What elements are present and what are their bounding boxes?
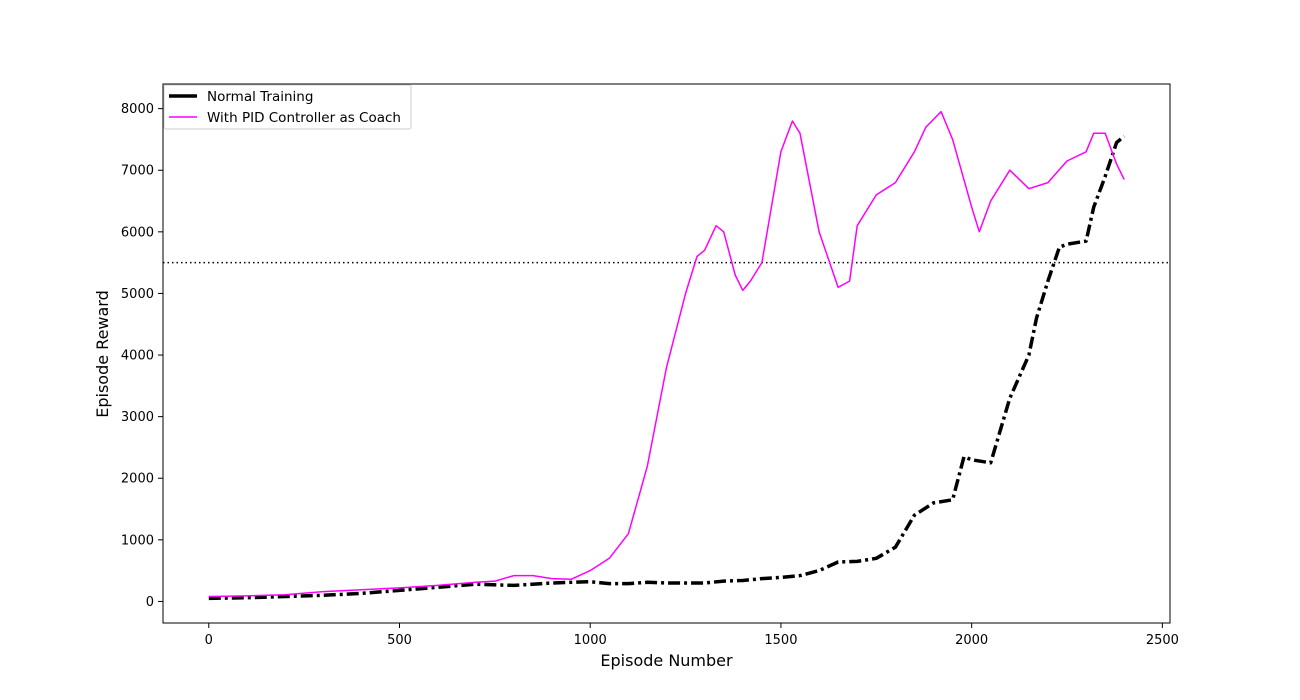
x-tick-label-0: 0 [205, 633, 213, 648]
y-tick-label-4: 4000 [121, 349, 154, 364]
y-tick-label-7: 7000 [121, 164, 154, 179]
x-tick-label-5: 2500 [1146, 633, 1179, 648]
x-axis-title: Episode Number [600, 651, 733, 670]
x-tick-label-3: 1500 [764, 633, 797, 648]
y-tick-label-0: 0 [146, 595, 154, 610]
legend: Normal Training With PID Controller as Co… [163, 84, 412, 130]
y-tick-label-1: 1000 [121, 533, 154, 548]
legend-box [163, 84, 412, 130]
plot-area [163, 110, 1170, 601]
series-line-1 [208, 110, 1125, 598]
y-tick-label-6: 6000 [121, 225, 154, 240]
legend-label-1: With PID Controller as Coach [207, 110, 401, 126]
y-tick-label-8: 8000 [121, 102, 154, 117]
series-line-0 [208, 135, 1126, 601]
x-tick-label-2: 1000 [574, 633, 607, 648]
axis-ticks: 0 500 1000 1500 2000 2500 0 1000 2000 3000 4000 500… [121, 102, 1179, 648]
x-tick-label-4: 2000 [955, 633, 988, 648]
y-tick-label-5: 5000 [121, 287, 154, 302]
x-tick-label-1: 500 [387, 633, 412, 648]
y-tick-label-2: 2000 [121, 472, 154, 487]
y-tick-label-3: 3000 [121, 410, 154, 425]
plot-frame [162, 83, 1171, 624]
y-axis-title: Episode Reward [93, 290, 112, 418]
legend-label-0: Normal Training [207, 89, 313, 105]
